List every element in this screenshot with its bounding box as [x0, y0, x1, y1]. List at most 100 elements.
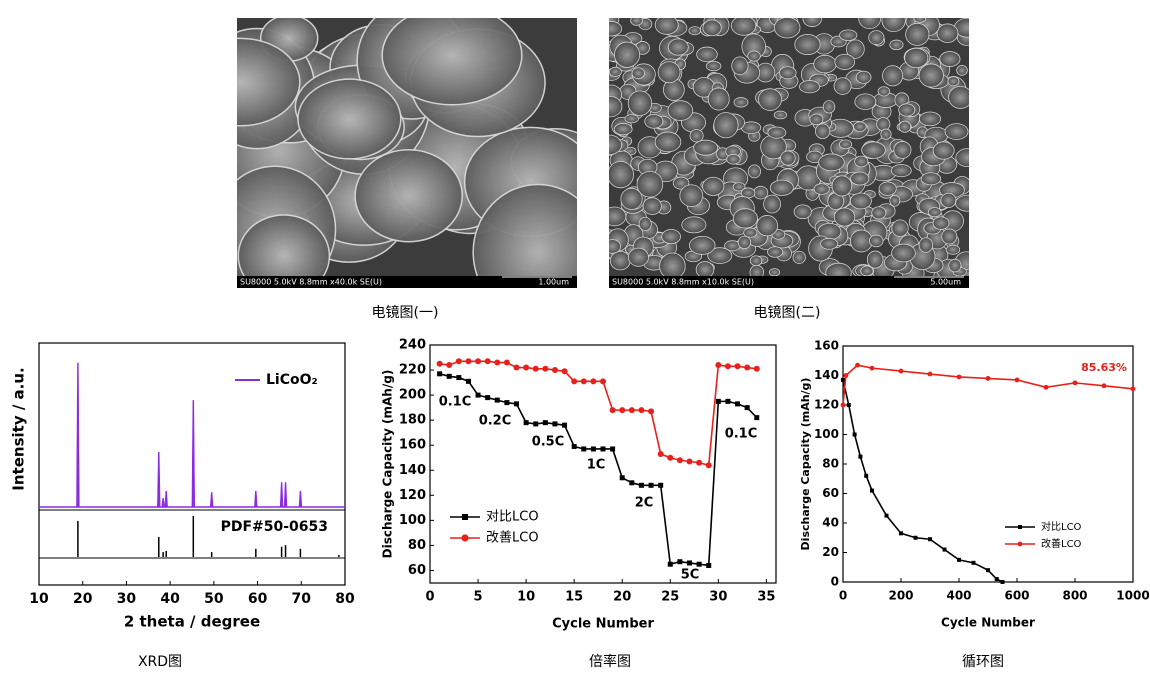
x-tick-label: 200 — [888, 589, 913, 603]
peak — [191, 400, 196, 508]
particle — [695, 261, 715, 276]
marker — [957, 557, 961, 562]
particle — [890, 164, 912, 178]
particle — [667, 100, 694, 121]
particle — [881, 18, 906, 33]
particle — [948, 258, 962, 273]
particle — [932, 216, 950, 230]
particle — [868, 234, 884, 248]
legend-label: 对比LCO — [486, 510, 539, 525]
x-tick-label: 20 — [613, 590, 631, 605]
marker — [551, 367, 558, 374]
x-tick-label: 600 — [1004, 589, 1029, 603]
particle — [732, 182, 746, 192]
particle — [854, 155, 869, 168]
particle — [696, 46, 718, 63]
marker — [562, 422, 568, 428]
particle — [472, 183, 577, 276]
y-tick-label: 120 — [399, 488, 426, 503]
x-tick-label: 1000 — [1116, 589, 1149, 603]
scale-label: 1.00um — [538, 278, 569, 287]
marker — [840, 402, 846, 408]
marker — [581, 446, 587, 452]
particle — [702, 19, 722, 37]
x-tick-label: 25 — [661, 590, 679, 605]
particle — [659, 252, 686, 276]
y-tick-label: 140 — [399, 463, 426, 478]
y-tick-label: 120 — [814, 398, 839, 412]
x-axis-label: Cycle Number — [552, 617, 654, 632]
marker — [725, 398, 731, 404]
marker — [638, 407, 645, 414]
plot-frame — [38, 342, 346, 586]
marker — [484, 358, 491, 365]
marker — [494, 359, 501, 366]
marker — [455, 358, 462, 365]
particle — [731, 56, 749, 75]
marker — [1130, 386, 1136, 392]
particle — [654, 131, 682, 153]
particle — [627, 247, 649, 267]
particle — [939, 51, 961, 67]
annotation: 0.1C — [725, 427, 758, 442]
marker — [869, 365, 875, 371]
x-tick-label: 80 — [335, 591, 355, 607]
particle — [730, 18, 757, 36]
particle — [947, 76, 960, 87]
particle — [707, 247, 733, 264]
particle — [767, 246, 784, 258]
x-tick-label: 800 — [1062, 589, 1087, 603]
marker — [638, 482, 644, 488]
marker — [986, 568, 990, 573]
marker — [676, 457, 683, 464]
marker — [629, 480, 635, 486]
marker — [658, 482, 664, 488]
marker — [571, 443, 577, 449]
particle — [893, 141, 912, 159]
particle — [878, 181, 897, 196]
y-tick-label: 220 — [399, 363, 426, 378]
particle — [747, 164, 761, 179]
marker — [864, 473, 869, 478]
marker — [686, 458, 693, 465]
marker — [532, 365, 539, 372]
legend-label: 改善LCO — [486, 530, 539, 546]
marker — [754, 415, 760, 421]
marker — [706, 562, 712, 568]
peak — [209, 492, 214, 508]
marker — [855, 362, 860, 368]
marker — [1000, 580, 1005, 584]
info-bar — [237, 276, 577, 288]
particle — [945, 244, 961, 255]
marker — [843, 373, 849, 378]
particle — [854, 93, 877, 110]
y-tick-label: 100 — [399, 513, 426, 528]
particle — [850, 171, 870, 186]
particle — [769, 179, 794, 196]
marker — [899, 531, 903, 536]
particle — [624, 114, 639, 124]
marker — [648, 482, 654, 488]
marker — [475, 392, 481, 398]
x-tick-label: 40 — [160, 591, 180, 607]
peak — [283, 482, 288, 508]
image-caption: 电镜图(一) — [372, 305, 439, 321]
marker — [696, 459, 703, 466]
y-tick-label: 160 — [399, 438, 426, 453]
sem-texture — [237, 18, 577, 276]
marker — [687, 560, 692, 566]
marker — [523, 420, 529, 426]
y-tick-label: 240 — [399, 338, 426, 353]
particle — [818, 153, 845, 172]
particle — [904, 47, 929, 69]
particle — [381, 18, 523, 106]
particle — [889, 39, 904, 51]
particle — [955, 148, 969, 168]
particle — [918, 237, 934, 253]
marker — [485, 395, 491, 401]
particle — [630, 18, 643, 26]
legend-marker — [1018, 525, 1022, 529]
x-tick-label: 20 — [73, 591, 93, 607]
marker — [956, 374, 962, 380]
marker — [744, 364, 751, 371]
